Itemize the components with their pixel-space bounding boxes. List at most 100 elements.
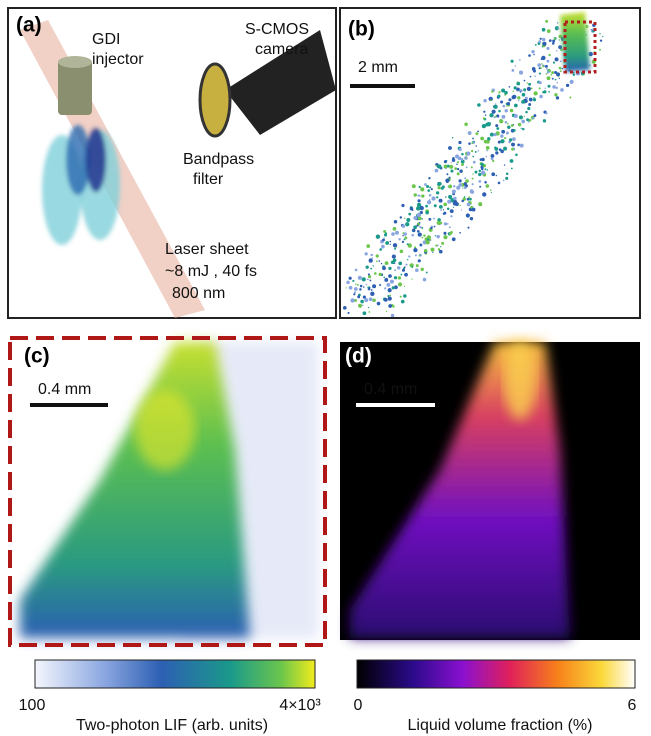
speckle: [475, 171, 478, 174]
speckle: [547, 29, 551, 33]
speckle: [498, 182, 501, 185]
speckle: [492, 160, 494, 162]
speckle: [504, 164, 505, 165]
speckle: [559, 78, 560, 79]
speckle: [491, 90, 493, 92]
annotation: Bandpass: [183, 151, 254, 168]
speckle: [416, 264, 419, 267]
speckle: [371, 289, 373, 291]
speckle: [517, 96, 520, 99]
speckle: [436, 196, 438, 198]
speckle: [483, 117, 485, 119]
speckle: [403, 294, 406, 297]
speckle: [504, 91, 508, 95]
speckle: [444, 222, 447, 225]
annotation: injector: [92, 51, 144, 68]
speckle: [554, 93, 557, 96]
speckle: [556, 96, 559, 99]
speckle: [492, 110, 496, 114]
scale-bar-label: 0.4 mm: [364, 381, 417, 398]
speckle: [407, 243, 409, 245]
speckle: [458, 157, 462, 161]
speckle: [552, 40, 555, 43]
speckle: [494, 147, 498, 151]
panel-a: (a) GDI injector S-CMOS camera Bandpass …: [8, 8, 336, 318]
speckle: [354, 287, 358, 291]
speckle: [419, 255, 421, 257]
speckle: [357, 295, 360, 298]
speckle: [448, 146, 452, 150]
speckle: [400, 250, 404, 254]
speckle: [491, 172, 495, 176]
speckle: [421, 227, 423, 229]
speckle: [388, 297, 392, 301]
speckle: [450, 170, 453, 173]
colorbar-min: 100: [19, 697, 46, 714]
speckle: [426, 240, 430, 244]
speckle: [426, 185, 429, 188]
speckle: [500, 150, 504, 154]
speckle: [461, 200, 464, 203]
speckle: [400, 296, 402, 298]
speckle: [447, 207, 450, 210]
speckle: [358, 304, 362, 308]
speckle: [453, 207, 454, 208]
speckle: [418, 232, 422, 236]
speckle: [445, 196, 447, 198]
speckle: [349, 277, 352, 280]
speckle: [365, 252, 368, 255]
speckle: [521, 100, 525, 104]
speckle: [559, 39, 560, 40]
speckle: [521, 128, 522, 129]
speckle: [500, 100, 503, 103]
speckle: [459, 205, 460, 206]
speckle: [484, 168, 486, 170]
figure: (a) GDI injector S-CMOS camera Bandpass …: [0, 0, 651, 736]
speckle: [449, 226, 451, 228]
speckle: [508, 98, 511, 101]
speckle: [473, 161, 476, 164]
speckle: [519, 59, 520, 60]
speckle: [398, 238, 400, 240]
speckle: [484, 181, 487, 184]
speckle: [506, 173, 509, 176]
speckle: [416, 206, 420, 210]
speckle: [379, 284, 381, 286]
speckle: [511, 143, 515, 147]
speckle: [505, 109, 508, 112]
speckle: [552, 42, 555, 45]
speckle: [393, 227, 397, 231]
speckle: [570, 80, 574, 84]
speckle: [558, 45, 562, 49]
speckle: [376, 254, 379, 257]
speckle: [435, 245, 437, 247]
speckle: [511, 60, 514, 63]
speckle: [542, 65, 544, 67]
speckle: [519, 115, 523, 119]
speckle: [530, 76, 532, 78]
speckle: [532, 67, 536, 71]
speckle: [466, 213, 470, 217]
speckle: [427, 189, 430, 192]
panel-label: (b): [348, 18, 375, 41]
speckle: [459, 169, 462, 172]
speckle: [406, 218, 410, 222]
speckle: [413, 225, 417, 229]
speckle: [419, 226, 421, 228]
speckle: [559, 67, 562, 70]
speckle: [381, 245, 385, 249]
speckle: [374, 272, 377, 275]
speckle: [545, 88, 546, 89]
speckle: [503, 147, 507, 151]
speckle: [528, 54, 531, 57]
speckle: [398, 282, 402, 286]
speckle: [450, 215, 452, 217]
speckle: [346, 281, 350, 285]
speckle: [357, 284, 359, 286]
speckle: [449, 232, 452, 235]
speckle: [500, 134, 503, 137]
speckle: [385, 241, 389, 245]
speckle: [404, 273, 408, 277]
speckle: [548, 54, 550, 56]
speckle: [546, 47, 549, 50]
